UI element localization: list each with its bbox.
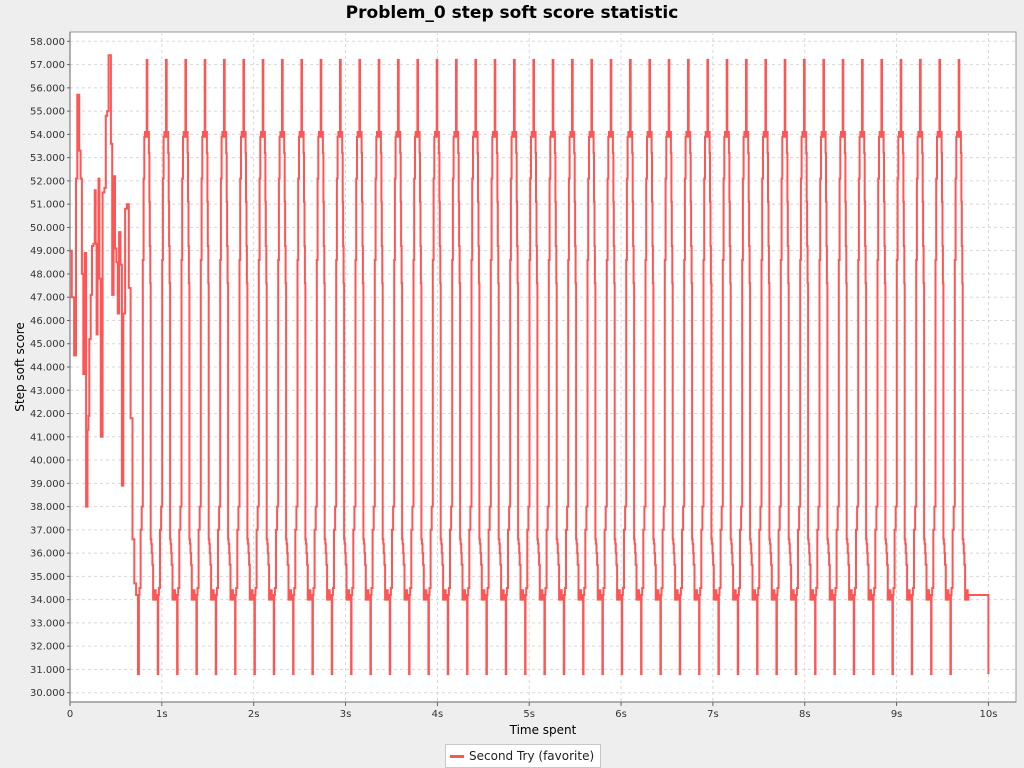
x-axis-label: Time spent <box>509 723 577 737</box>
legend-swatch <box>450 754 464 758</box>
y-tick-label: 54.000 <box>30 130 65 141</box>
y-tick-label: 35.000 <box>30 572 65 583</box>
y-tick-label: 36.000 <box>30 549 65 560</box>
y-tick-label: 37.000 <box>30 525 65 536</box>
y-axis-ticks: 30.000 31.000 32.000 33.000 34.000 35.000 36.0… <box>30 37 70 699</box>
x-tick-label: 3s <box>340 709 352 720</box>
y-tick-label: 34.000 <box>30 595 65 606</box>
y-tick-label: 39.000 <box>30 479 65 490</box>
y-tick-label: 45.000 <box>30 339 65 350</box>
x-tick-label: 6s <box>615 709 627 720</box>
legend: Second Try (favorite) <box>445 744 602 768</box>
x-tick-label: 7s <box>707 709 719 720</box>
x-tick-label: 2s <box>248 709 260 720</box>
chart-title: Problem_0 step soft score statistic <box>345 3 679 23</box>
x-axis-ticks: 0 1s 2s 3s 4s 5s 6s 7s 8s 9s 10s <box>67 702 997 720</box>
series-line <box>70 54 990 676</box>
y-tick-label: 32.000 <box>30 642 65 653</box>
y-tick-label: 47.000 <box>30 293 65 304</box>
y-tick-label: 31.000 <box>30 665 65 676</box>
x-tick-label: 10s <box>979 709 997 720</box>
y-tick-label: 57.000 <box>30 60 65 71</box>
y-tick-label: 48.000 <box>30 269 65 280</box>
y-tick-label: 49.000 <box>30 246 65 257</box>
y-tick-label: 43.000 <box>30 386 65 397</box>
x-tick-label: 1s <box>156 709 168 720</box>
x-tick-label: 8s <box>799 709 811 720</box>
y-tick-label: 38.000 <box>30 502 65 513</box>
x-tick-label: 4s <box>432 709 444 720</box>
x-tick-label: 0 <box>67 709 73 720</box>
y-tick-label: 53.000 <box>30 153 65 164</box>
series-layer <box>70 54 990 676</box>
legend-label: Second Try (favorite) <box>469 749 595 763</box>
y-tick-label: 51.000 <box>30 200 65 211</box>
y-tick-label: 50.000 <box>30 223 65 234</box>
y-tick-label: 58.000 <box>30 37 65 48</box>
y-tick-label: 41.000 <box>30 432 65 443</box>
y-tick-label: 56.000 <box>30 83 65 94</box>
y-tick-label: 30.000 <box>30 688 65 699</box>
y-tick-label: 46.000 <box>30 316 65 327</box>
x-tick-label: 5s <box>523 709 535 720</box>
y-tick-label: 40.000 <box>30 456 65 467</box>
y-tick-label: 44.000 <box>30 363 65 374</box>
y-tick-label: 52.000 <box>30 176 65 187</box>
x-tick-label: 9s <box>891 709 903 720</box>
y-tick-label: 33.000 <box>30 618 65 629</box>
y-tick-label: 42.000 <box>30 409 65 420</box>
y-axis-label: Step soft score <box>13 322 27 412</box>
y-tick-label: 55.000 <box>30 107 65 118</box>
